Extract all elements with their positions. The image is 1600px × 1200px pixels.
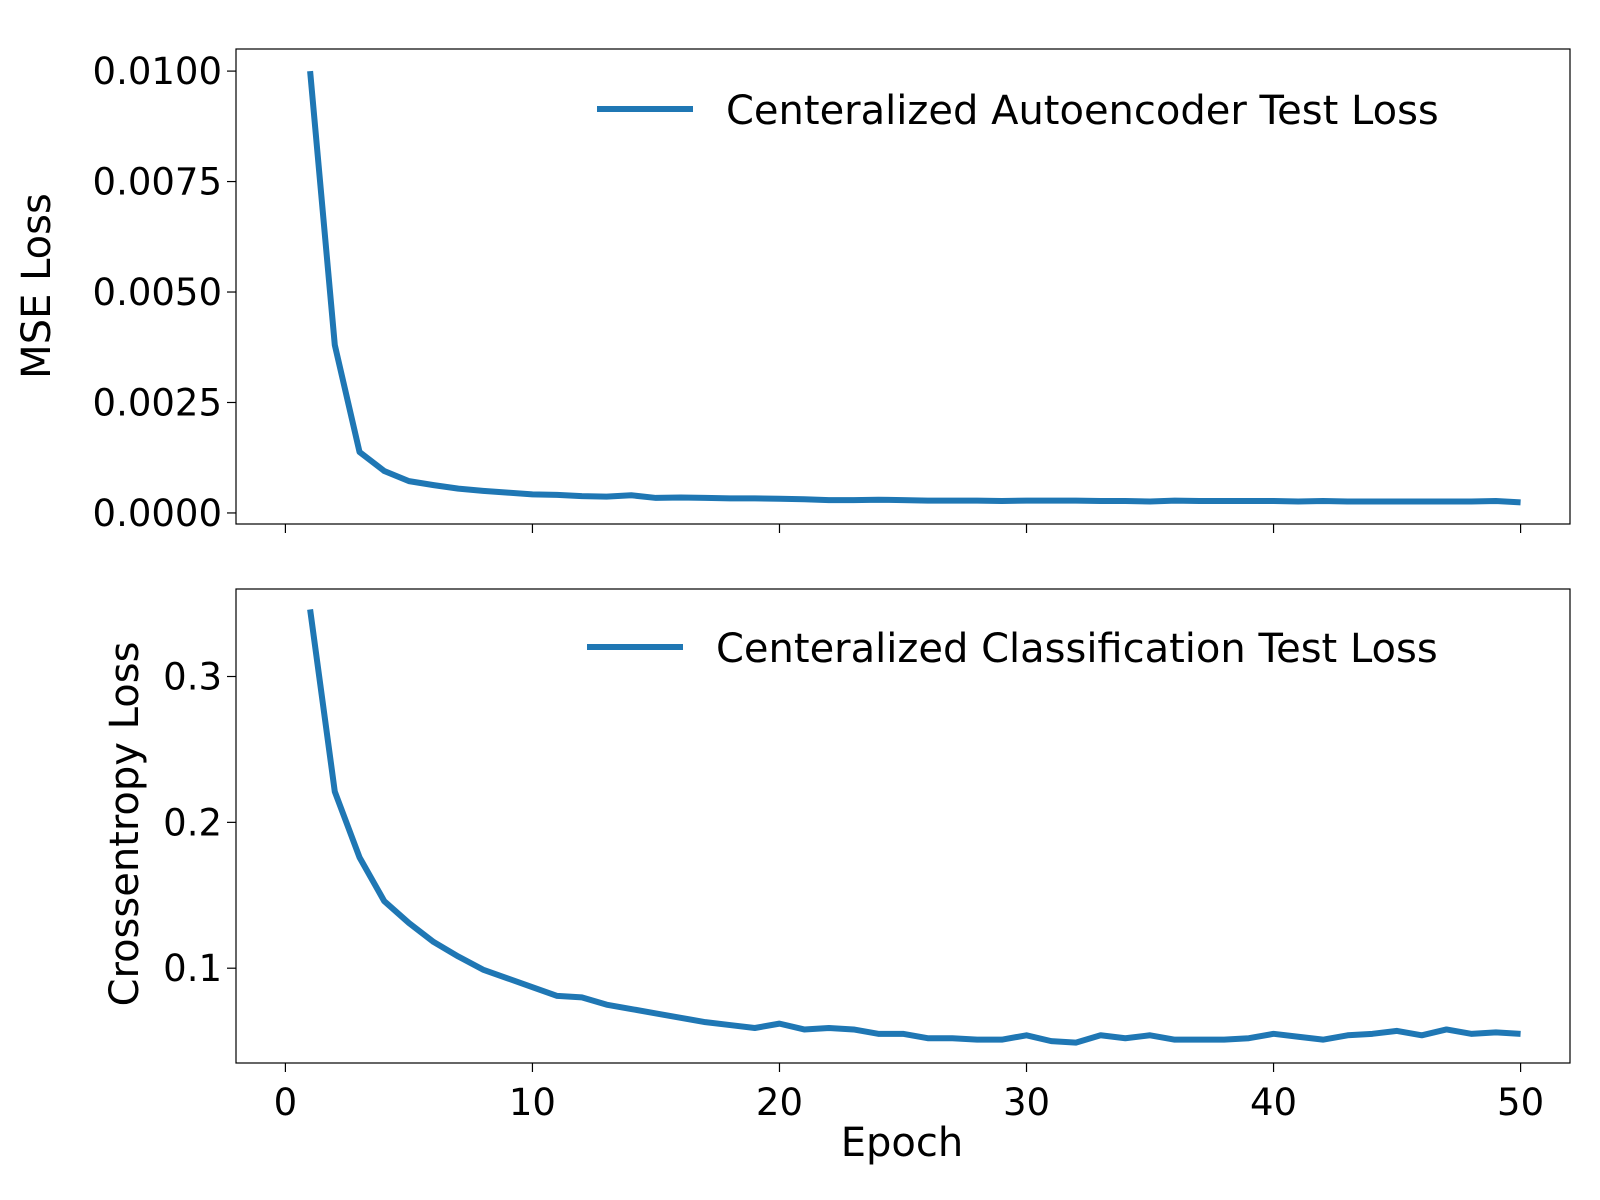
crossentropy-x-tick-label: 0 xyxy=(274,1081,298,1124)
crossentropy-x-tick-label: 20 xyxy=(756,1081,803,1124)
autoencoder-test-loss-line xyxy=(307,70,1521,506)
crossentropy-y-tick-label: 0.1 xyxy=(163,947,222,990)
classification-test-loss-line xyxy=(307,609,1521,1046)
crossentropy-legend: Centeralized Classification Test Loss xyxy=(587,626,1438,672)
crossentropy-x-tick-label: 40 xyxy=(1250,1081,1297,1124)
crossentropy-y-tick-label: 0.2 xyxy=(163,801,222,844)
crossentropy-axes-frame xyxy=(235,588,1571,1064)
epoch-x-axis-label: Epoch xyxy=(841,1120,963,1166)
crossentropy-y-tick-label: 0.3 xyxy=(163,656,222,699)
mse-y-tick-label: 0.0025 xyxy=(93,381,222,424)
mse-legend-label: Centeralized Autoencoder Test Loss xyxy=(726,88,1439,134)
mse-legend: Centeralized Autoencoder Test Loss xyxy=(597,88,1439,134)
crossentropy-y-axis-label: Crossentropy Loss xyxy=(102,642,148,1007)
mse-y-tick-label: 0.0050 xyxy=(93,271,222,314)
mse-axis-ticks: 0.0000 0.0025 0.0050 0.0075 0.0100 xyxy=(93,50,1522,535)
crossentropy-x-tick-label: 50 xyxy=(1497,1081,1544,1124)
mse-y-tick-label: 0.0075 xyxy=(93,161,222,204)
crossentropy-axis-ticks: 0.1 0.2 0.3 0 10 20 30 40 50 xyxy=(163,656,1544,1124)
mse-axes-frame xyxy=(235,48,1571,525)
crossentropy-x-tick-label: 30 xyxy=(1003,1081,1050,1124)
mse-y-tick-label: 0.0000 xyxy=(93,492,222,535)
mse-y-tick-label: 0.0100 xyxy=(93,50,222,93)
crossentropy-legend-label: Centeralized Classification Test Loss xyxy=(716,626,1438,672)
crossentropy-loss-panel: 0.1 0.2 0.3 0 10 20 30 40 50 Crossentropy Loss E… xyxy=(102,588,1571,1166)
mse-y-axis-label: MSE Loss xyxy=(14,193,60,379)
crossentropy-x-tick-label: 10 xyxy=(509,1081,556,1124)
